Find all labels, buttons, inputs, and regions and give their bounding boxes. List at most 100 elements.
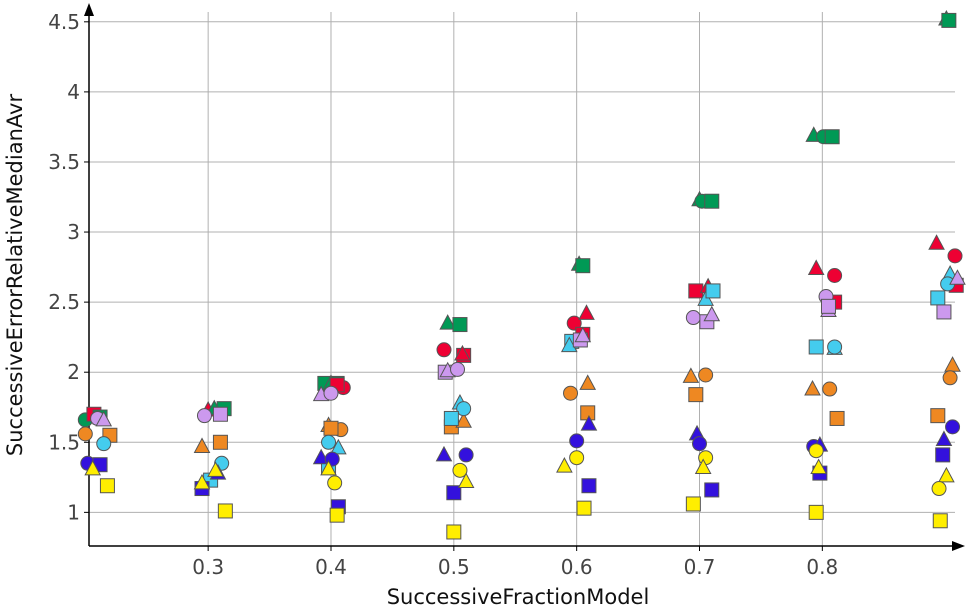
data-point-circle (569, 433, 585, 449)
data-point-square (941, 12, 957, 28)
data-point-square (575, 258, 591, 274)
data-point-square (704, 482, 720, 498)
tick-labels: 0.3 0.4 0.5 0.6 0.7 0.8 1 1.5 2 2.5 3 3.5 4 4.5 (48, 10, 838, 579)
data-point-triangle (457, 472, 475, 489)
data-point-square (808, 504, 824, 520)
data-point-square (217, 503, 233, 519)
data-point-square (705, 283, 721, 299)
data-point-square (820, 298, 836, 314)
data-point-circle (458, 447, 474, 463)
data-point-triangle (439, 314, 457, 330)
data-point-triangle (455, 412, 472, 428)
data-point-triangle (193, 437, 211, 453)
x-tick-label: 0.5 (438, 555, 470, 579)
data-point-triangle (454, 344, 471, 361)
data-point-circle (96, 436, 112, 452)
data-point-triangle (928, 234, 945, 250)
data-point-square (936, 304, 952, 320)
data-point-square (824, 129, 840, 145)
data-point-triangle (95, 410, 113, 427)
data-point-circle (327, 475, 343, 491)
data-point-triangle (694, 458, 712, 475)
data-point-square (446, 524, 462, 540)
data-points (77, 9, 966, 540)
y-axis-arrow (84, 3, 94, 16)
data-point-square (212, 434, 228, 450)
data-point-triangle (556, 457, 573, 473)
data-point-circle (456, 401, 472, 417)
data-point-circle (947, 248, 963, 264)
data-point-square (685, 496, 701, 512)
data-point-circle (945, 419, 961, 435)
data-point-square (329, 507, 345, 523)
data-point-circle (942, 370, 958, 386)
x-tick-label: 0.4 (315, 555, 347, 579)
data-point-square (932, 513, 948, 529)
data-point-square (829, 410, 845, 426)
data-point-square (704, 193, 720, 209)
data-point-triangle (810, 458, 827, 475)
data-point-square (443, 410, 459, 426)
y-tick-label: 1.5 (48, 430, 80, 454)
data-point-circle (323, 385, 339, 401)
data-point-circle (436, 342, 452, 358)
data-point-triangle (804, 379, 821, 396)
data-point-square (212, 406, 228, 422)
data-point-circle (827, 339, 843, 355)
data-point-square (446, 485, 462, 501)
y-tick-label: 4 (67, 80, 80, 104)
x-axis-title: SuccessiveFractionModel (387, 585, 650, 608)
data-point-circle (827, 267, 843, 283)
y-tick-label: 2.5 (48, 290, 80, 314)
data-point-circle (691, 436, 707, 452)
data-point-circle (566, 315, 582, 331)
y-axis-title: SuccessiveErrorRelativeMedianAvr (3, 94, 27, 457)
data-point-triangle (935, 430, 953, 446)
data-point-square (930, 290, 946, 306)
data-point-triangle (580, 415, 598, 431)
data-point-circle (77, 426, 93, 442)
data-point-square (452, 317, 468, 333)
data-point-square (808, 339, 824, 355)
data-point-circle (685, 310, 701, 326)
data-point-triangle (578, 304, 595, 320)
data-point-triangle (435, 445, 453, 462)
data-point-triangle (320, 459, 337, 476)
y-tick-label: 1 (67, 500, 80, 524)
data-point-circle (321, 434, 337, 450)
x-tick-label: 0.6 (561, 555, 593, 579)
data-point-square (688, 387, 704, 403)
x-tick-label: 0.8 (806, 555, 838, 579)
data-point-square (99, 478, 115, 494)
data-point-square (930, 408, 946, 424)
data-point-triangle (579, 374, 597, 390)
data-point-triangle (84, 459, 102, 476)
data-point-triangle (574, 326, 592, 343)
y-tick-label: 3 (67, 220, 80, 244)
x-tick-label: 0.7 (684, 555, 716, 579)
data-point-circle (196, 408, 212, 424)
data-point-circle (569, 450, 585, 466)
y-tick-label: 2 (67, 360, 80, 384)
data-point-circle (452, 462, 468, 478)
data-point-triangle (938, 466, 955, 483)
x-tick-label: 0.3 (192, 555, 224, 579)
data-point-triangle (703, 305, 721, 322)
data-point-triangle (949, 269, 966, 285)
data-point-circle (808, 443, 824, 459)
data-point-triangle (330, 438, 347, 455)
data-point-square (935, 447, 951, 463)
y-tick-label: 3.5 (48, 150, 80, 174)
data-point-circle (698, 367, 714, 383)
data-point-triangle (207, 461, 224, 477)
data-point-circle (563, 385, 579, 401)
data-point-circle (450, 361, 466, 377)
data-point-circle (698, 450, 714, 466)
y-tick-label: 4.5 (48, 10, 80, 34)
data-point-square (688, 283, 704, 299)
data-point-circle (931, 481, 947, 497)
data-point-triangle (682, 367, 700, 383)
x-axis-arrow (952, 541, 965, 551)
data-point-square (576, 500, 592, 516)
